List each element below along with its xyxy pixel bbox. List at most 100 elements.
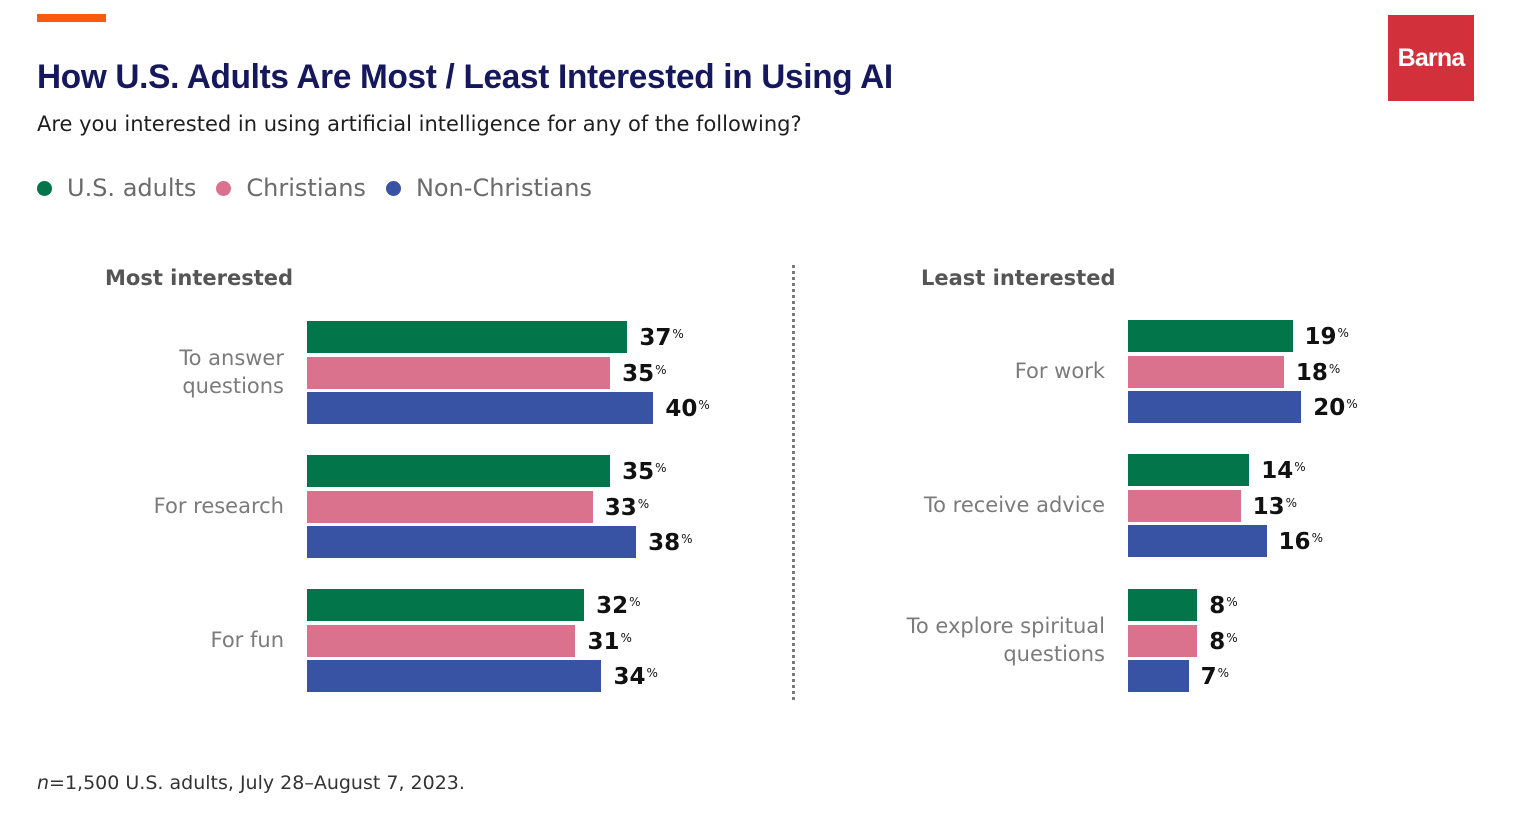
percent-sign: %: [1226, 595, 1238, 609]
value-number: 18: [1295, 359, 1328, 386]
value-label: 37%: [639, 322, 683, 354]
category-label-line: To explore spiritual: [906, 614, 1105, 639]
percent-sign: %: [1311, 531, 1323, 545]
value-label: 33%: [605, 492, 649, 524]
panel-title-least: Least interested: [921, 266, 1116, 290]
percent-sign: %: [672, 327, 684, 341]
percent-sign: %: [646, 666, 658, 680]
value-label: 20%: [1313, 392, 1357, 424]
legend-label: Non-Christians: [415, 174, 592, 202]
value-number: 8: [1209, 628, 1226, 655]
bar-christians: [307, 624, 576, 657]
percent-sign: %: [1346, 397, 1358, 411]
value-number: 35: [622, 459, 655, 485]
bar-non-christians: [307, 392, 654, 424]
legend-label: Christians: [246, 174, 366, 202]
bar-christians: [1128, 489, 1241, 522]
value-label: 8%: [1209, 590, 1237, 622]
percent-sign: %: [1226, 630, 1238, 645]
percent-sign: %: [629, 595, 641, 609]
value-number: 7: [1200, 664, 1217, 690]
percent-sign: %: [655, 461, 667, 475]
value-number: 38: [648, 530, 681, 556]
value-label: 14%: [1261, 455, 1305, 487]
value-label: 13%: [1253, 491, 1297, 523]
bar-us-adults: [307, 455, 611, 487]
category-label: For research: [153, 494, 284, 519]
legend-dot-icon: [216, 180, 232, 196]
bar-christians: [1128, 355, 1284, 388]
value-number: 35: [622, 360, 655, 387]
percent-sign: %: [681, 532, 693, 546]
value-number: 16: [1278, 529, 1311, 555]
value-label: 8%: [1209, 626, 1237, 658]
value-label: 32%: [596, 590, 640, 622]
bar-christians: [307, 356, 611, 389]
value-number: 19: [1304, 324, 1337, 350]
category-label: For work: [1014, 359, 1105, 384]
percent-sign: %: [1217, 666, 1230, 680]
footnote-n: n: [37, 772, 50, 794]
category-label: To answer questions: [179, 344, 284, 400]
value-label: 40%: [665, 393, 709, 425]
value-label: 38%: [648, 527, 692, 559]
bar-us-adults: [1128, 320, 1293, 352]
percent-sign: %: [698, 398, 710, 412]
value-label: 35%: [622, 358, 666, 390]
value-label: 7%: [1201, 661, 1229, 693]
value-number: 20: [1313, 395, 1346, 421]
category-label-line: To answer: [179, 346, 284, 371]
chart-subtitle: Are you interested in using artificial i…: [37, 112, 802, 136]
value-number: 34: [613, 664, 646, 690]
bar-christians: [1128, 624, 1198, 657]
category-label-line: questions: [1003, 642, 1105, 667]
percent-sign: %: [1285, 495, 1297, 510]
legend-label: U.S. adults: [67, 174, 197, 202]
legend-dot-icon: [37, 180, 52, 196]
legend-item-us-adults: U.S. adults: [37, 174, 196, 202]
percent-sign: %: [1328, 361, 1341, 376]
legend-item-christians: Christians: [216, 174, 366, 202]
accent-bar: [37, 14, 106, 22]
value-label: 16%: [1279, 526, 1323, 558]
value-number: 13: [1252, 493, 1285, 520]
bar-non-christians: [1128, 525, 1267, 557]
bar-us-adults: [1128, 454, 1250, 486]
chart-title: How U.S. Adults Are Most / Least Interes…: [37, 58, 893, 96]
bar-non-christians: [307, 660, 602, 692]
legend-item-non-christians: Non-Christians: [385, 174, 592, 202]
percent-sign: %: [637, 496, 650, 511]
footnote-text: =1,500 U.S. adults, July 28–August 7, 20…: [49, 772, 465, 794]
value-number: 8: [1209, 593, 1226, 619]
percent-sign: %: [620, 630, 632, 645]
bar-non-christians: [1128, 660, 1189, 692]
category-label: To explore spiritual questions: [907, 612, 1105, 668]
value-label: 34%: [613, 661, 657, 693]
value-number: 40: [665, 396, 698, 422]
value-label: 31%: [587, 626, 631, 658]
value-number: 37: [639, 325, 672, 351]
bar-us-adults: [307, 321, 628, 353]
legend-dot-icon: [385, 180, 401, 196]
bar-us-adults: [307, 589, 585, 621]
legend: U.S. adults Christians Non-Christians: [37, 174, 612, 202]
value-number: 33: [604, 494, 637, 521]
percent-sign: %: [1294, 460, 1306, 474]
percent-sign: %: [655, 362, 667, 377]
value-number: 14: [1261, 458, 1294, 484]
percent-sign: %: [1337, 326, 1349, 340]
bar-christians: [307, 490, 593, 523]
value-label: 35%: [622, 456, 666, 488]
logo-text: Barna: [1397, 43, 1466, 72]
barna-logo: Barna: [1388, 15, 1474, 101]
bar-non-christians: [307, 526, 637, 558]
category-label: To receive advice: [923, 493, 1105, 518]
bar-non-christians: [1128, 391, 1302, 423]
footnote: n=1,500 U.S. adults, July 28–August 7, 2…: [37, 772, 465, 794]
category-label-line: questions: [182, 374, 284, 399]
value-label: 19%: [1305, 321, 1349, 353]
category-label: For fun: [210, 628, 285, 653]
bar-us-adults: [1128, 589, 1198, 621]
panel-divider: [792, 265, 795, 700]
panel-title-most: Most interested: [105, 266, 294, 290]
